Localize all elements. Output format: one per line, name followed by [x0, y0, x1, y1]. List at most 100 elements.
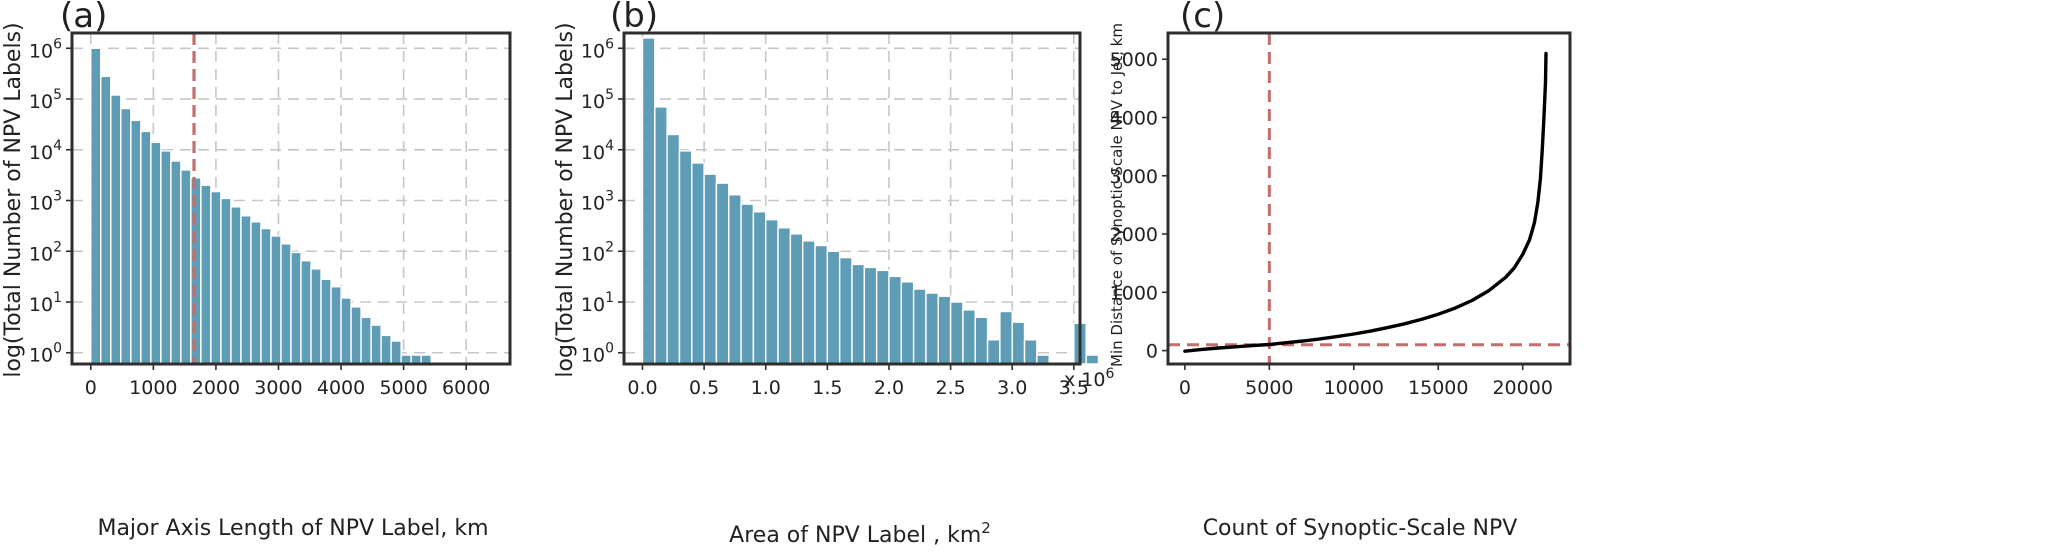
- pa-ytick-base-4: 10: [29, 142, 53, 164]
- pc-xtick-label-0: 0: [1179, 377, 1191, 399]
- pb-xtick-label-4: 2.0: [874, 377, 904, 399]
- pa-bar-15: [240, 215, 252, 365]
- panel-c-curve: [1183, 51, 1548, 353]
- pc-ytick-label-4: 4000: [1110, 107, 1158, 129]
- pa-ytick-exp-5: 5: [53, 87, 62, 103]
- pa-bar-22: [310, 268, 322, 365]
- pb-bar-21: [900, 281, 915, 365]
- pb-bar-1: [654, 106, 668, 365]
- panel-b-bars: [641, 37, 1100, 365]
- pb-ytick-label-1: 101: [581, 290, 614, 316]
- pb-bar-19: [875, 269, 890, 365]
- pa-xtick-label-2: 2000: [192, 377, 240, 399]
- pa-ytick-exp-1: 1: [53, 290, 62, 306]
- pa-bar-16: [250, 221, 262, 365]
- pb-xtick-label-5: 2.5: [935, 377, 965, 399]
- pb-ytick-base-1: 10: [581, 294, 605, 316]
- pb-bar-0: [641, 37, 656, 365]
- pb-xtick-label-7: 3.5: [1059, 377, 1089, 399]
- pb-bar-11: [777, 227, 792, 365]
- pa-ytick-label-6: 106: [29, 36, 62, 62]
- pb-ytick-exp-6: 6: [605, 36, 614, 52]
- panel-a-ylabel: log(Total Number of NPV Labels): [1, 22, 26, 377]
- pb-bar-5: [703, 173, 718, 365]
- pb-ytick-exp-2: 2: [605, 239, 614, 255]
- panel-b-xlabel: Area of NPV Label , km2: [729, 519, 991, 548]
- pa-bar-1: [100, 75, 112, 365]
- panel-b-ylabel: log(Total Number of NPV Labels): [553, 22, 578, 377]
- pb-xtick-label-0: 0.0: [627, 377, 657, 399]
- panel-b-label: (b): [610, 0, 658, 36]
- pb-ytick-base-2: 10: [581, 243, 605, 265]
- pb-bar-13: [802, 240, 816, 365]
- panel-c-ylabel: Min Distance of Synoptic-Scale NPV to Je…: [1108, 23, 1126, 367]
- pa-ytick-label-2: 102: [29, 239, 62, 265]
- pa-ytick-base-3: 10: [29, 193, 53, 215]
- pb-bar-27: [974, 316, 989, 365]
- pa-bar-14: [230, 206, 242, 365]
- panel-c-xlabel: Count of Synoptic-Scale NPV: [1203, 516, 1518, 541]
- pb-xtick-label-3: 1.5: [812, 377, 842, 399]
- pa-bar-28: [370, 324, 382, 365]
- pa-ytick-exp-0: 0: [53, 341, 62, 357]
- pb-bar-8: [740, 203, 755, 365]
- pb-bar-3: [678, 150, 693, 365]
- pb-bar-4: [691, 162, 705, 365]
- panel-b-ticks: 0.0 0.5 1.0 1.5 2.0 2.5 3.0 3.51001011021031041…: [581, 36, 1089, 399]
- pa-xtick-label-5: 5000: [379, 377, 427, 399]
- pb-ytick-exp-1: 1: [605, 290, 614, 306]
- pb-bar-22: [912, 288, 927, 365]
- panel-c-ticks: 0 5000 10000 15000 20000 0 1000 2000 3000 4000 500…: [1110, 49, 1553, 399]
- pa-xtick-label-0: 0: [85, 377, 97, 399]
- pc-ytick-label-2: 2000: [1110, 224, 1158, 246]
- pb-xtick-label-1: 0.5: [689, 377, 719, 399]
- panel-b-xlabel-text: Area of NPV Label , km: [729, 523, 981, 548]
- pb-ytick-exp-0: 0: [605, 341, 614, 357]
- pa-ytick-exp-4: 4: [53, 138, 62, 154]
- pb-ytick-base-5: 10: [581, 91, 605, 113]
- pa-bar-7: [160, 150, 172, 365]
- pa-xtick-label-6: 6000: [442, 377, 490, 399]
- pb-bar-7: [728, 194, 742, 365]
- pb-bar-28: [986, 339, 1001, 365]
- pa-bar-18: [270, 235, 282, 365]
- pb-bar-17: [851, 263, 866, 365]
- panel-a-label: (a): [60, 0, 107, 36]
- panel-a-frame: [70, 31, 512, 366]
- pa-bar-0: [90, 47, 102, 365]
- pb-ytick-label-5: 105: [581, 87, 614, 113]
- panel-b-x-multiplier-base: x 10: [1064, 369, 1105, 391]
- pb-bar-25: [949, 301, 964, 365]
- pa-bar-12: [210, 190, 222, 365]
- pb-ytick-label-6: 106: [581, 36, 614, 62]
- pb-bar-29: [999, 310, 1013, 365]
- pa-ytick-exp-6: 6: [53, 36, 62, 52]
- pb-ytick-base-6: 10: [581, 40, 605, 62]
- panel-a: (a) 0 1000 2000 3000 4000 5000 600010010110210…: [1, 0, 512, 541]
- pa-ytick-label-1: 101: [29, 290, 62, 316]
- pa-bar-21: [300, 260, 312, 365]
- pb-ytick-base-4: 10: [581, 142, 605, 164]
- pa-ytick-label-5: 105: [29, 87, 62, 113]
- pb-ytick-exp-3: 3: [605, 189, 614, 205]
- pa-bar-26: [350, 306, 362, 365]
- pa-bar-13: [220, 197, 232, 365]
- pa-ytick-base-5: 10: [29, 91, 53, 113]
- pc-xtick-label-2: 10000: [1324, 377, 1384, 399]
- pb-bar-2: [666, 133, 681, 365]
- pb-bar-18: [863, 266, 878, 365]
- pa-bar-23: [320, 278, 332, 365]
- pa-bar-17: [260, 227, 272, 365]
- panel-c-label: (c): [1180, 0, 1225, 36]
- pb-ytick-label-2: 102: [581, 239, 614, 265]
- pb-bar-23: [925, 292, 939, 365]
- pb-bar-6: [715, 182, 730, 365]
- panel-b-xlabel-sup: 2: [981, 519, 991, 537]
- pa-xtick-label-4: 4000: [317, 377, 365, 399]
- pa-bar-25: [340, 297, 352, 365]
- pb-ytick-label-4: 104: [581, 138, 614, 164]
- pa-xtick-label-1: 1000: [129, 377, 177, 399]
- pb-bar-20: [888, 275, 902, 365]
- pa-bar-24: [330, 286, 342, 365]
- panel-b-frame: [622, 31, 1082, 366]
